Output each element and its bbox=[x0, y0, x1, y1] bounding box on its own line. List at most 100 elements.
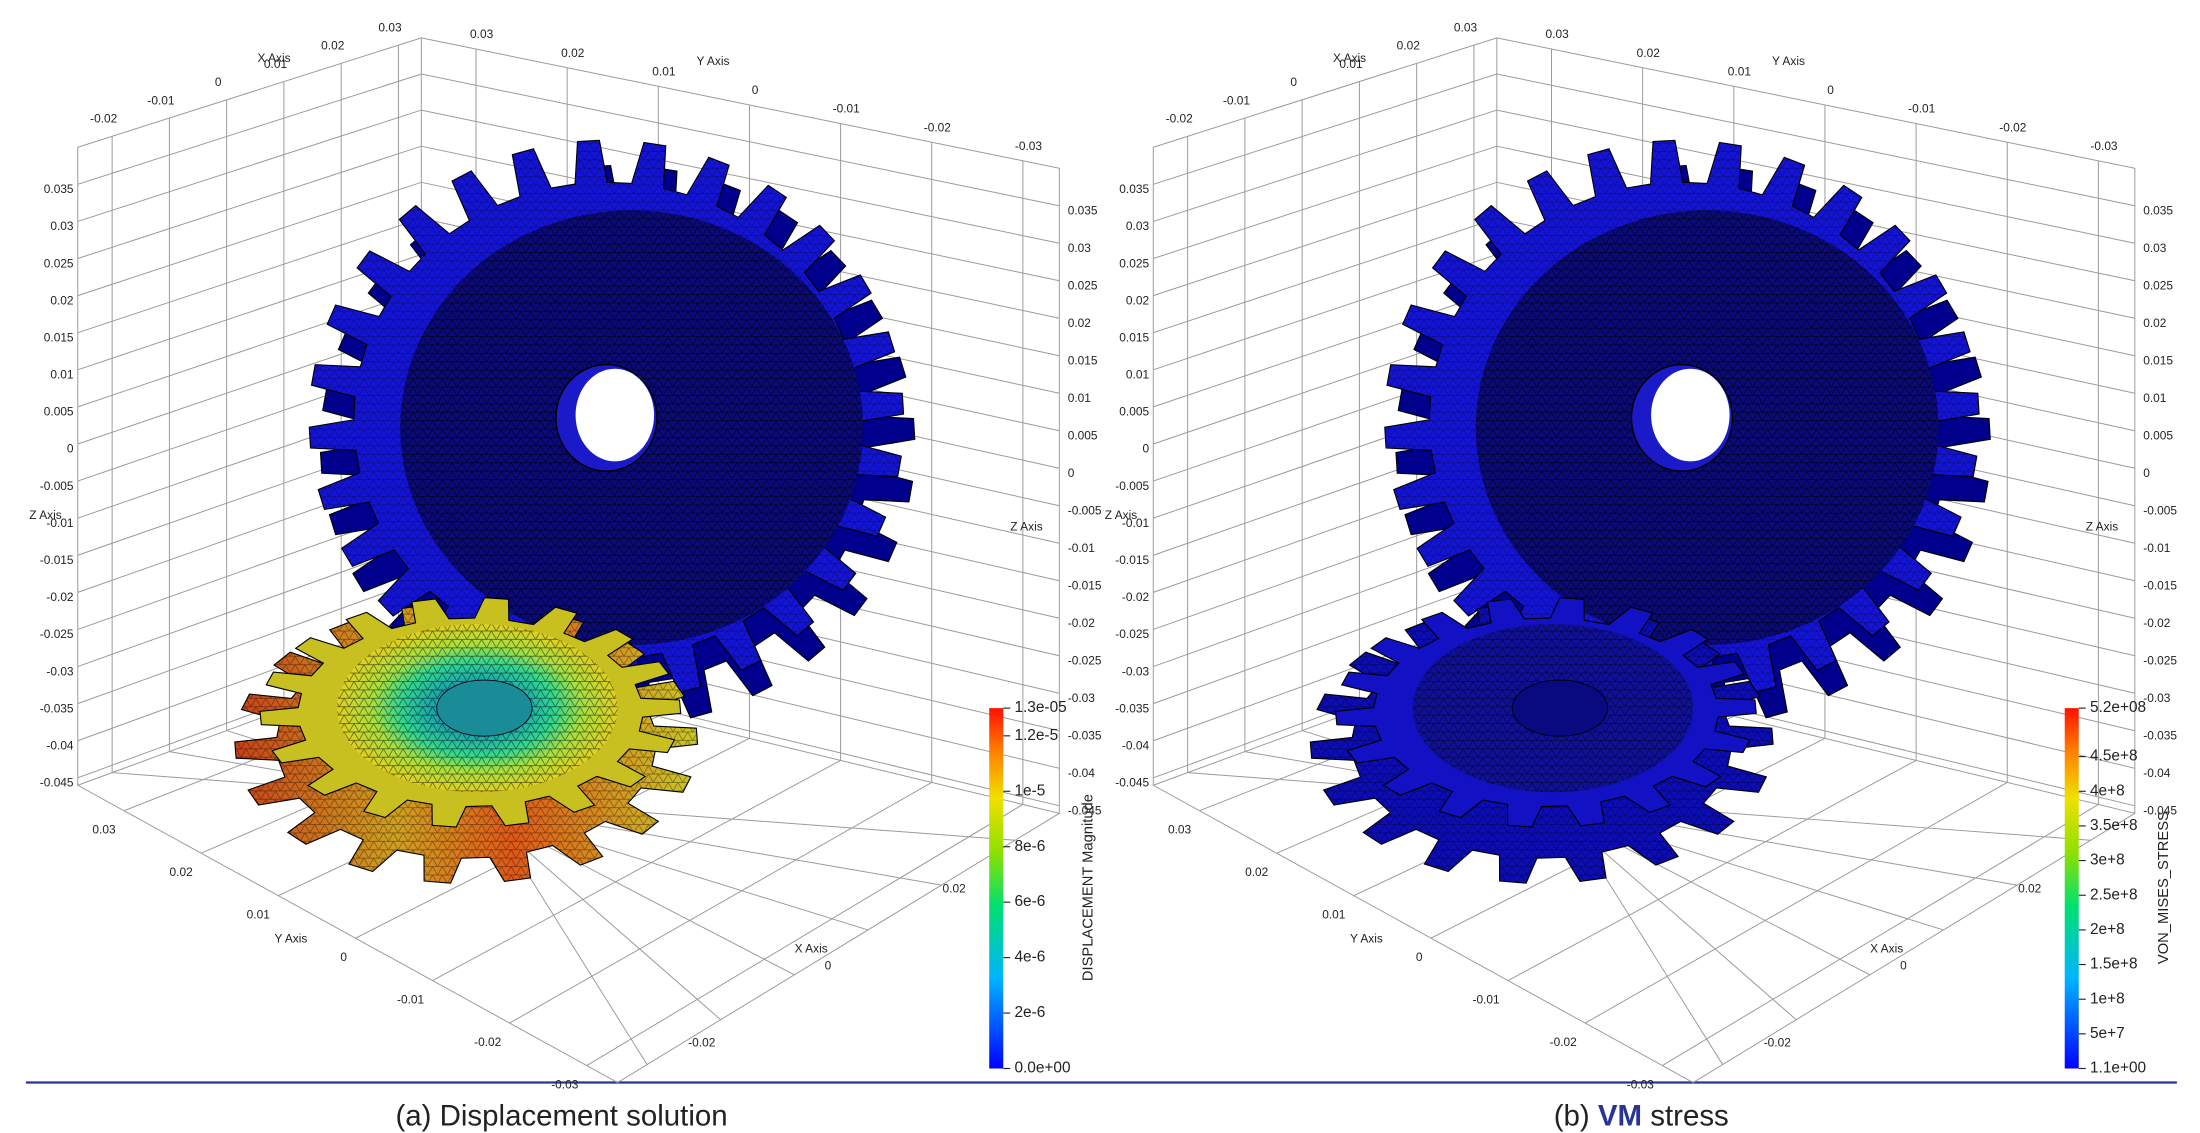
z-tick-label: 0.035 bbox=[2143, 204, 2173, 218]
z-tick-label: 0.03 bbox=[2143, 241, 2167, 255]
z-tick-label: -0.01 bbox=[46, 516, 74, 530]
z-tick-label: 0.005 bbox=[1068, 429, 1098, 443]
colorbar-tick-label: 8e-6 bbox=[1014, 838, 1045, 855]
x-tick-label: 0.01 bbox=[264, 57, 288, 71]
colorbar-tick-label: 3e+8 bbox=[2090, 852, 2125, 869]
x-tick-label: -0.02 bbox=[688, 1036, 716, 1050]
z-tick-label: 0.015 bbox=[1119, 330, 1149, 344]
y-tick-label: 0.03 bbox=[92, 822, 116, 836]
y-tick-label: -0.01 bbox=[1908, 102, 1936, 116]
z-tick-label: -0.025 bbox=[40, 627, 74, 641]
z-tick-label: 0.03 bbox=[50, 219, 74, 233]
y-tick-label: -0.02 bbox=[1999, 120, 2027, 134]
caption-text: Displacement solution bbox=[440, 1099, 728, 1132]
colorbar-tick-label: 5e+7 bbox=[2090, 1025, 2125, 1042]
gear-hole bbox=[1651, 368, 1730, 462]
x-tick-label: 0.01 bbox=[1339, 57, 1363, 71]
z-tick-label: -0.035 bbox=[1115, 701, 1149, 715]
z-tick-label: -0.03 bbox=[2143, 691, 2171, 705]
z-tick-label: 0.035 bbox=[1119, 182, 1149, 196]
colorbar-title: DISPLACEMENT Magnitude bbox=[1081, 794, 1097, 981]
z-tick-label: 0.02 bbox=[1126, 293, 1150, 307]
z-tick-label: 0.005 bbox=[2143, 429, 2173, 443]
z-tick-label: -0.04 bbox=[2143, 766, 2171, 780]
z-tick-label: 0.01 bbox=[2143, 391, 2167, 405]
x-tick-label: 0.02 bbox=[2018, 882, 2042, 896]
z-tick-label: -0.015 bbox=[40, 553, 74, 567]
x-tick-label: -0.02 bbox=[1166, 112, 1194, 126]
colorbar-title: VON_MISES_STRESS bbox=[2156, 811, 2172, 964]
z-tick-label: 0.015 bbox=[2143, 354, 2173, 368]
z-tick-label: -0.035 bbox=[40, 701, 74, 715]
panel: 0.035 0.035 0.03 0.03 0.025 0.025 0.02 0.02 0.01… bbox=[29, 20, 1102, 1132]
z-tick-label: 0.025 bbox=[44, 256, 74, 270]
y-tick-label: 0.01 bbox=[247, 907, 271, 921]
z-tick-label: -0.015 bbox=[1068, 579, 1102, 593]
z-tick-label: 0.01 bbox=[1068, 391, 1092, 405]
x-tick-label: 0.03 bbox=[1454, 20, 1478, 34]
colorbar-tick-label: 4e-6 bbox=[1014, 949, 1045, 966]
z-tick-label: -0.035 bbox=[1068, 729, 1102, 743]
x-tick-label: -0.01 bbox=[1223, 93, 1251, 107]
y-tick-label: 0.02 bbox=[561, 46, 585, 60]
colorbar-tick-label: 1.1e+00 bbox=[2090, 1060, 2146, 1077]
colorbar-tick-label: 2e+8 bbox=[2090, 921, 2125, 938]
y-tick-label: -0.03 bbox=[2090, 139, 2118, 153]
y-tick-label: 0.01 bbox=[652, 64, 676, 78]
y-tick-label: 0 bbox=[1827, 83, 1834, 97]
y-tick-label: 0.02 bbox=[170, 865, 194, 879]
x-tick-label: 0.03 bbox=[378, 20, 402, 34]
z-tick-label: -0.03 bbox=[1068, 691, 1096, 705]
gear-hole bbox=[575, 368, 655, 462]
z-tick-label: -0.04 bbox=[1122, 738, 1150, 752]
x-tick-label: 0 bbox=[215, 75, 222, 89]
z-tick-label: 0.01 bbox=[1126, 368, 1150, 382]
axis-title: X Axis bbox=[1870, 941, 1903, 955]
caption-emphasis: VM bbox=[1598, 1099, 1642, 1132]
colorbar-tick-label: 0.0e+00 bbox=[1014, 1060, 1070, 1077]
z-tick-label: 0.01 bbox=[50, 368, 74, 382]
axis-title: X Axis bbox=[795, 941, 828, 955]
colorbar bbox=[2064, 708, 2079, 1069]
y-tick-label: -0.03 bbox=[1015, 139, 1043, 153]
colorbar-tick-label: 1.3e-05 bbox=[1014, 699, 1066, 716]
y-tick-label: 0.03 bbox=[470, 27, 494, 41]
z-tick-label: -0.02 bbox=[2143, 616, 2171, 630]
z-tick-label: 0.03 bbox=[1126, 219, 1150, 233]
x-tick-label: 0 bbox=[1900, 959, 1907, 973]
y-tick-label: -0.02 bbox=[924, 120, 952, 134]
z-tick-label: -0.025 bbox=[2143, 654, 2177, 668]
colorbar-tick-label: 3.5e+8 bbox=[2090, 817, 2138, 834]
z-tick-label: 0 bbox=[2143, 466, 2150, 480]
caption-label: (b) bbox=[1554, 1099, 1590, 1132]
z-tick-label: 0.005 bbox=[1119, 405, 1149, 419]
colorbar-tick-label: 1e+8 bbox=[2090, 990, 2125, 1007]
colorbar-tick-label: 5.2e+08 bbox=[2090, 699, 2146, 716]
z-tick-label: -0.005 bbox=[1068, 504, 1102, 518]
y-tick-label: -0.03 bbox=[551, 1077, 579, 1091]
y-tick-label: -0.01 bbox=[397, 992, 425, 1006]
y-grid-line bbox=[432, 759, 841, 982]
z-tick-label: 0.015 bbox=[1068, 354, 1098, 368]
y-tick-label: 0.02 bbox=[1245, 865, 1269, 879]
z-tick-label: 0.03 bbox=[1068, 241, 1092, 255]
y-tick-label: 0 bbox=[340, 950, 347, 964]
colorbar-tick-label: 2.5e+8 bbox=[2090, 886, 2138, 903]
z-tick-label: -0.01 bbox=[2143, 541, 2171, 555]
panel: 0.035 0.035 0.03 0.03 0.025 0.025 0.02 0.02 0.01… bbox=[1105, 20, 2178, 1132]
y-tick-label: 0.01 bbox=[1728, 64, 1752, 78]
y-tick-label: 0 bbox=[752, 83, 759, 97]
z-tick-label: 0 bbox=[67, 442, 74, 456]
z-tick-label: -0.03 bbox=[46, 664, 74, 678]
axis-title: X Axis bbox=[1333, 51, 1366, 65]
axis-title: Y Axis bbox=[1350, 932, 1383, 946]
x-tick-label: 0.02 bbox=[321, 39, 345, 53]
y-tick-label: 0 bbox=[1416, 950, 1423, 964]
colorbar bbox=[989, 708, 1004, 1069]
z-tick-label: 0.025 bbox=[1119, 256, 1149, 270]
z-tick-label: -0.045 bbox=[1115, 776, 1149, 790]
z-tick-label: -0.01 bbox=[1122, 516, 1150, 530]
z-tick-label: -0.01 bbox=[1068, 541, 1096, 555]
caption: (b) VM stress bbox=[1554, 1099, 1729, 1132]
